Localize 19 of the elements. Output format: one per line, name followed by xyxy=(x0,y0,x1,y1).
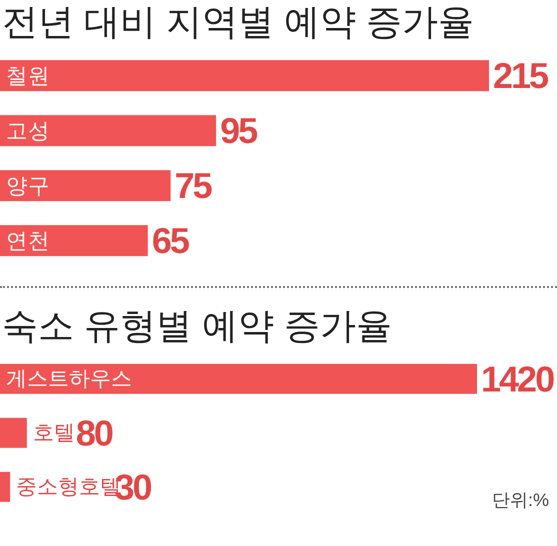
text: 단위:% xyxy=(492,489,549,512)
bar xyxy=(0,115,216,146)
data-label: 1420 xyxy=(481,358,554,400)
bar xyxy=(0,170,171,202)
data-label: 65 xyxy=(152,220,190,262)
bar xyxy=(0,225,148,256)
y-tick-label: 철원 xyxy=(6,63,50,88)
chart-title: 숙소 유형별 예약 증가율 xyxy=(1,304,394,348)
bar xyxy=(0,60,489,92)
data-label: 215 xyxy=(493,55,550,96)
y-tick-label: 연천 xyxy=(6,228,50,254)
data-label: 95 xyxy=(220,110,258,152)
y-tick-label: 게스트하우스 xyxy=(6,367,132,390)
data-label: 80 xyxy=(76,412,113,454)
y-tick-label: 고성 xyxy=(6,118,50,144)
y-tick-label: 양구 xyxy=(6,173,50,198)
y-tick-label: 호텔 xyxy=(32,421,75,444)
data-label: 75 xyxy=(174,165,213,206)
chart-title: 전년 대비 지역별 예약 증가율 xyxy=(1,0,476,44)
